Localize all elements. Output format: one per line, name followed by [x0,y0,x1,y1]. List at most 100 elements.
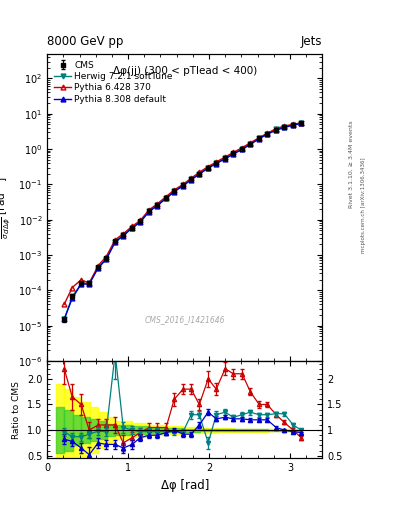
Pythia 6.428 370 [299,120,303,126]
Bar [73,397,81,463]
Herwig 7.2.1 softTune [147,208,151,214]
Pythia 6.428 370 [155,201,160,207]
Bar [132,423,149,437]
Bar [107,424,115,436]
Bar [90,419,98,441]
Herwig 7.2.1 softTune [172,188,176,195]
Pythia 6.428 370 [62,302,66,308]
Pythia 6.428 370 [240,144,244,151]
Bar [285,429,302,431]
Pythia 8.308 default [164,196,169,202]
Bar [64,389,73,471]
Herwig 7.2.1 softTune [265,131,270,137]
Pythia 8.308 default [62,316,66,323]
Pythia 6.428 370 [257,135,261,141]
Herwig 7.2.1 softTune [62,316,66,323]
Pythia 8.308 default [181,183,185,189]
Herwig 7.2.1 softTune [70,294,75,300]
Bar [107,417,115,443]
Pythia 6.428 370 [274,125,279,132]
Herwig 7.2.1 softTune [223,155,228,161]
Herwig 7.2.1 softTune [155,202,160,208]
Bar [251,429,268,432]
Pythia 8.308 default [248,141,253,147]
Pythia 6.428 370 [96,263,101,269]
Bar [200,428,217,433]
Bar [251,429,268,431]
Pythia 6.428 370 [164,194,169,200]
Pythia 8.308 default [240,146,244,153]
Pythia 8.308 default [206,165,211,171]
Pythia 6.428 370 [181,181,185,187]
Pythia 8.308 default [257,136,261,142]
Pythia 8.308 default [121,233,126,239]
Pythia 6.428 370 [189,175,193,181]
Text: Rivet 3.1.10, ≥ 3.4M events: Rivet 3.1.10, ≥ 3.4M events [349,120,354,208]
Pythia 8.308 default [147,208,151,215]
Pythia 6.428 370 [291,121,296,127]
Text: 8000 GeV pp: 8000 GeV pp [47,35,123,48]
Herwig 7.2.1 softTune [206,164,211,170]
Bar [200,429,217,431]
Herwig 7.2.1 softTune [87,280,92,286]
Text: Jets: Jets [301,35,322,48]
Pythia 8.308 default [155,203,160,209]
Pythia 6.428 370 [147,207,151,213]
Pythia 8.308 default [113,239,118,245]
Pythia 8.308 default [282,124,286,131]
Pythia 6.428 370 [87,280,92,286]
Bar [56,407,64,453]
Pythia 6.428 370 [265,130,270,136]
Bar [149,428,166,433]
Bar [268,429,285,431]
Pythia 6.428 370 [197,169,202,176]
Pythia 6.428 370 [104,253,108,260]
Text: Δφ(jj) (300 < pTlead < 400): Δφ(jj) (300 < pTlead < 400) [112,66,257,76]
Bar [81,402,90,458]
Pythia 8.308 default [138,219,143,225]
Bar [183,427,200,433]
Text: CMS_2016_I1421646: CMS_2016_I1421646 [145,315,225,324]
Pythia 8.308 default [231,151,236,157]
Bar [166,426,183,434]
Herwig 7.2.1 softTune [189,176,193,182]
Pythia 6.428 370 [79,276,83,283]
Bar [98,412,107,448]
Bar [115,421,132,439]
Herwig 7.2.1 softTune [248,141,253,147]
Pythia 8.308 default [70,295,75,301]
Pythia 6.428 370 [206,163,211,169]
Herwig 7.2.1 softTune [214,160,219,166]
Herwig 7.2.1 softTune [79,281,83,287]
Bar [217,428,234,432]
Pythia 8.308 default [197,171,202,177]
Line: Pythia 8.308 default: Pythia 8.308 default [62,121,304,322]
Herwig 7.2.1 softTune [282,123,286,130]
Pythia 8.308 default [214,160,219,166]
X-axis label: Δφ [rad]: Δφ [rad] [160,479,209,492]
Pythia 8.308 default [291,122,296,129]
Bar [98,421,107,439]
Pythia 6.428 370 [248,140,253,146]
Pythia 6.428 370 [113,237,118,243]
Line: Pythia 6.428 370: Pythia 6.428 370 [62,120,304,307]
Herwig 7.2.1 softTune [121,232,126,238]
Pythia 8.308 default [265,131,270,137]
Bar [234,429,251,431]
Legend: CMS, Herwig 7.2.1 softTune, Pythia 6.428 370, Pythia 8.308 default: CMS, Herwig 7.2.1 softTune, Pythia 6.428… [51,58,175,106]
Bar [217,429,234,431]
Bar [115,425,132,435]
Bar [81,417,90,443]
Pythia 6.428 370 [130,223,134,229]
Bar [132,426,149,434]
Bar [90,407,98,453]
Herwig 7.2.1 softTune [299,120,303,126]
Pythia 6.428 370 [121,231,126,237]
Bar [64,410,73,451]
Y-axis label: Ratio to CMS: Ratio to CMS [12,380,21,439]
Pythia 6.428 370 [70,285,75,291]
Herwig 7.2.1 softTune [291,122,296,128]
Herwig 7.2.1 softTune [104,255,108,262]
Pythia 6.428 370 [282,123,286,129]
Herwig 7.2.1 softTune [138,219,143,225]
